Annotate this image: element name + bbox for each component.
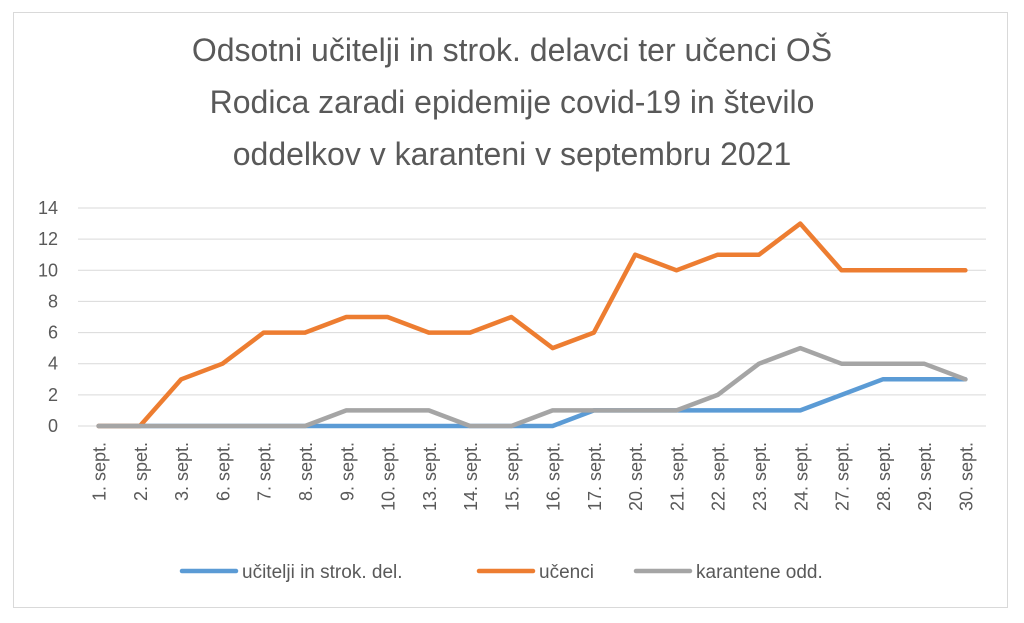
y-tick-label: 12: [38, 229, 58, 249]
legend-label-2: učenci: [539, 562, 594, 583]
x-tick-label: 23. sept.: [750, 442, 770, 511]
x-tick-label: 14. sept.: [461, 442, 481, 511]
series-line-3: [96, 345, 968, 429]
legend-label-3: karantene odd.: [696, 562, 823, 583]
x-tick-label: 29. sept.: [915, 442, 935, 511]
x-tick-label: 30. sept.: [956, 442, 976, 511]
chart-area: [13, 12, 1008, 608]
x-tick-label: 9. sept.: [337, 442, 357, 501]
chart-title-line-1: Odsotni učitelji in strok. delavci ter u…: [191, 32, 833, 68]
x-tick-label: 3. sept.: [172, 442, 192, 501]
y-tick-label: 0: [48, 416, 58, 436]
series-line-2: [96, 221, 968, 429]
x-tick-label: 20. sept.: [626, 442, 646, 511]
x-tick-label: 6. sept.: [213, 442, 233, 501]
y-tick-label: 2: [48, 385, 58, 405]
x-tick-label: 27. sept.: [833, 442, 853, 511]
x-tick-label: 7. sept.: [255, 442, 275, 501]
x-tick-label: 2. spet.: [131, 442, 151, 501]
y-tick-label: 6: [48, 323, 58, 343]
x-tick-label: 22. sept.: [709, 442, 729, 511]
chart-title-line-3: oddelkov v karanteni v septembru 2021: [232, 136, 792, 172]
x-tick-label: 24. sept.: [791, 442, 811, 511]
y-tick-label: 8: [48, 291, 58, 311]
y-tick-label: 14: [38, 198, 58, 218]
x-tick-label: 16. sept.: [544, 442, 564, 511]
x-tick-label: 21. sept.: [667, 442, 687, 511]
x-tick-label: 28. sept.: [874, 442, 894, 511]
x-tick-label: 17. sept.: [585, 442, 605, 511]
x-tick-label: 8. sept.: [296, 442, 316, 501]
x-tick-label: 13. sept.: [420, 442, 440, 511]
y-tick-label: 4: [48, 354, 58, 374]
x-tick-label: 10. sept.: [379, 442, 399, 511]
x-tick-label: 15. sept.: [502, 442, 522, 511]
x-tick-label: 1. sept.: [90, 442, 110, 501]
chart-title: Odsotni učitelji in strok. delavci ter u…: [0, 24, 1024, 180]
chart-title-line-2: Rodica zaradi epidemije covid-19 in štev…: [209, 84, 815, 120]
y-tick-label: 10: [38, 260, 58, 280]
legend-label-1: učitelji in strok. del.: [242, 562, 403, 583]
